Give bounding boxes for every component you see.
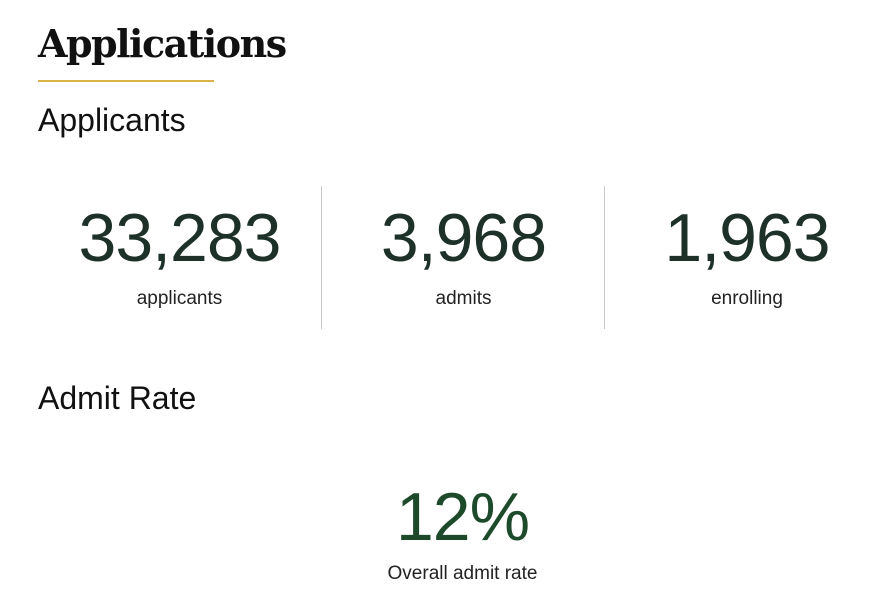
- page-title: Applications: [38, 21, 287, 66]
- stat-admits: 3,968 admits: [321, 186, 605, 329]
- title-underline: [38, 80, 214, 82]
- admit-rate-stat: 12% Overall admit rate: [320, 476, 605, 586]
- stat-value: 33,283: [78, 200, 282, 276]
- stat-label: enrolling: [711, 288, 783, 309]
- stat-enrolling: 1,963 enrolling: [604, 186, 889, 329]
- stat-label: admits: [435, 288, 492, 309]
- admit-rate-heading: Admit Rate: [38, 380, 197, 416]
- admit-rate-value: 12%: [395, 479, 530, 555]
- stat-label: applicants: [136, 288, 223, 309]
- stat-value: 1,963: [664, 200, 830, 276]
- admit-rate-label: Overall admit rate: [387, 563, 538, 584]
- stat-applicants: 33,283 applicants: [38, 186, 321, 329]
- stat-value: 3,968: [380, 200, 547, 276]
- applicant-stats: 33,283 applicants 3,968 admits 1,963 enr…: [38, 186, 888, 329]
- applicants-heading: Applicants: [38, 102, 186, 138]
